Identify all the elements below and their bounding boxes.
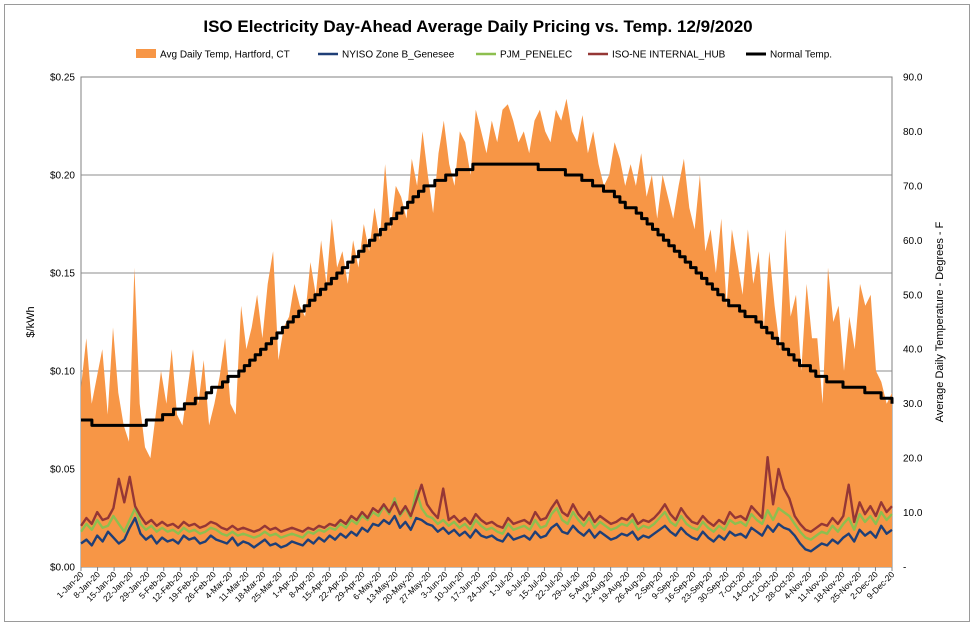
series-line-normal-temp (81, 162, 894, 427)
right-tick-label: 80.0 (903, 127, 923, 138)
right-axis-ticks: - 10.0 20.0 30.0 40.0 50.0 60.0 70.0 80.0 90.0 (903, 73, 923, 574)
chart-title: ISO Electricity Day-Ahead Average Daily … (203, 17, 752, 36)
x-axis-ticks: 1-Jan-208-Jan-2015-Jan-2022-Jan-2029-Jan… (55, 567, 897, 605)
right-tick-label: 40.0 (903, 345, 923, 356)
right-tick-label: 20.0 (903, 454, 923, 465)
legend: Avg Daily Temp, Hartford, CT NYISO Zone B… (136, 49, 832, 61)
series-line-isone (80, 456, 893, 533)
right-tick-label: 90.0 (903, 73, 923, 84)
right-tick-label: 50.0 (903, 290, 923, 301)
legend-label: PJM_PENELEC (500, 50, 572, 61)
left-axis-label: $/kWh (25, 306, 37, 337)
left-axis-ticks: $0.00 $0.05 $0.10 $0.15 $0.20 $0.25 (50, 73, 75, 574)
left-tick-label: $0.00 (50, 563, 75, 574)
series-line-pjm (80, 489, 893, 541)
legend-label: NYISO Zone B_Genesee (342, 50, 455, 61)
left-tick-label: $0.10 (50, 367, 75, 378)
right-tick-label: 30.0 (903, 399, 923, 410)
series-line-nyiso (80, 514, 893, 553)
legend-label: Avg Daily Temp, Hartford, CT (160, 50, 290, 61)
right-tick-label: 60.0 (903, 236, 923, 247)
left-tick-label: $0.15 (50, 269, 75, 280)
series-layer (80, 98, 894, 568)
right-axis-label: Average Daily Temperature - Degrees - F (934, 221, 946, 422)
series-area-avg-temp (81, 98, 892, 568)
right-tick-label: 10.0 (903, 508, 923, 519)
right-tick-label: - (903, 563, 906, 574)
legend-swatch (136, 49, 156, 58)
legend-label: Normal Temp. (770, 50, 832, 61)
legend-label: ISO-NE INTERNAL_HUB (612, 50, 726, 61)
left-tick-label: $0.05 (50, 465, 75, 476)
left-tick-label: $0.25 (50, 73, 75, 84)
left-tick-label: $0.20 (50, 171, 75, 182)
right-tick-label: 70.0 (903, 181, 923, 192)
